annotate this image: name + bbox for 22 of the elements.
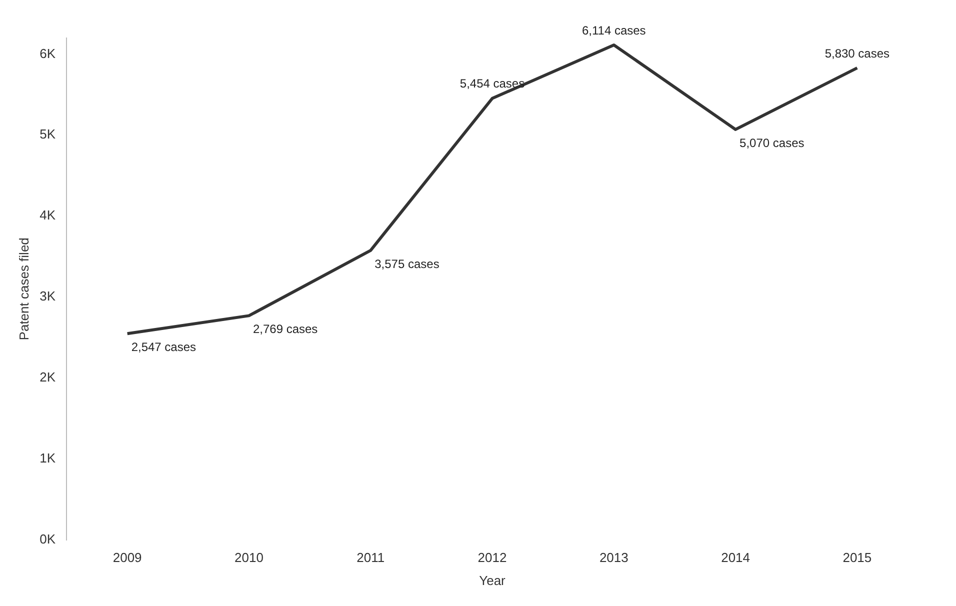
x-tick-label: 2013 bbox=[599, 550, 628, 566]
y-tick-label: 6K bbox=[40, 46, 56, 61]
y-tick-label: 0K bbox=[40, 531, 56, 546]
x-tick-label: 2011 bbox=[356, 550, 385, 566]
y-axis-title: Patent cases filed bbox=[16, 238, 32, 340]
y-tick-label: 3K bbox=[40, 288, 56, 304]
x-tick-label: 2012 bbox=[478, 550, 507, 566]
data-label: 6,114 cases bbox=[582, 23, 646, 38]
data-label: 2,769 cases bbox=[252, 322, 318, 336]
y-tick-label: 1K bbox=[40, 450, 56, 466]
x-tick-label: 2014 bbox=[721, 550, 750, 566]
x-tick-label: 2015 bbox=[842, 550, 872, 566]
x-tick-label: 2010 bbox=[234, 550, 264, 566]
data-label: 5,830 cases bbox=[824, 46, 890, 60]
y-tick-label: 2K bbox=[40, 370, 56, 385]
x-axis-title: Year bbox=[479, 572, 506, 588]
x-tick-label: 2009 bbox=[112, 550, 142, 566]
data-label: 5,070 cases bbox=[740, 136, 804, 150]
data-label: 3,575 cases bbox=[374, 256, 440, 271]
data-label: 2,547 cases bbox=[131, 340, 196, 354]
y-tick-label: 4K bbox=[40, 208, 56, 223]
y-tick-label: 5K bbox=[40, 126, 56, 142]
